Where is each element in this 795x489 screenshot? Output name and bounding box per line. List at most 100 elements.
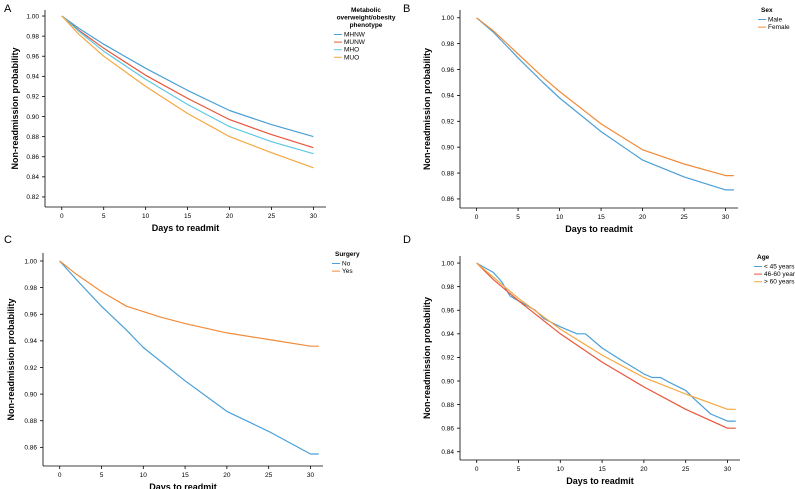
y-tick-label: 0.90 (26, 114, 39, 121)
x-tick-label: 0 (58, 472, 62, 479)
x-tick-label: 0 (60, 213, 64, 220)
y-tick-label: 0.96 (441, 308, 454, 315)
y-tick-label: 0.88 (441, 170, 454, 177)
x-tick-label: 20 (640, 466, 648, 473)
panel-d: D 0 5 10 15 20 25 30 0.84 0.86 0.88 0.90 0.92 0.94 0.9… (403, 234, 795, 486)
y-tick-label: 0.84 (441, 449, 454, 456)
legend-label: MUNW (344, 39, 366, 46)
y-tick-label: 1.00 (24, 258, 37, 265)
legend-title: overweight/obesity (337, 15, 396, 22)
x-tick-label: 15 (597, 214, 605, 221)
y-tick-label: 0.96 (24, 312, 37, 319)
y-tick-label: 0.96 (26, 54, 39, 61)
x-tick-label: 10 (557, 466, 565, 473)
panel-letter: D (403, 234, 411, 246)
y-tick-label: 1.00 (26, 13, 39, 20)
y-tick-label: 0.82 (26, 194, 39, 201)
y-tick-label: 0.98 (441, 284, 454, 291)
series-line-female (476, 17, 734, 177)
y-tick-label: 0.90 (24, 391, 37, 398)
y-tick-label: 0.94 (441, 93, 454, 100)
x-tick-label: 30 (722, 214, 730, 221)
panel-letter: A (4, 3, 12, 15)
legend-label: Male (768, 17, 782, 24)
x-tick-label: 15 (184, 213, 192, 220)
y-axis-label: Non-readmission probability (10, 47, 20, 169)
legend-label: < 45 years (764, 264, 795, 271)
y-tick-label: 1.00 (441, 15, 454, 22)
y-axis-label: Non-readmission probability (422, 48, 432, 170)
x-tick-label: 5 (100, 472, 104, 479)
x-tick-label: 5 (102, 213, 106, 220)
x-tick-label: 5 (517, 466, 521, 473)
y-tick-label: 0.86 (441, 196, 454, 203)
y-tick-label: 0.84 (26, 174, 39, 181)
legend-title: Surgery (335, 251, 360, 258)
series-line-no (59, 260, 319, 455)
legend-label: MUO (344, 54, 359, 61)
x-axis-label: Days to readmit (565, 224, 633, 234)
y-tick-label: 0.88 (441, 402, 454, 409)
y-tick-label: 0.88 (26, 134, 39, 141)
y-tick-label: 0.92 (24, 365, 37, 372)
series-line-mhnw (61, 15, 314, 138)
y-tick-label: 0.92 (441, 355, 454, 362)
y-tick-label: 0.98 (441, 41, 454, 48)
legend-title: phenotype (350, 22, 383, 29)
legend-label: > 60 years (764, 279, 795, 286)
legend-title: Age (757, 254, 770, 261)
x-tick-label: 25 (265, 472, 273, 479)
y-tick-label: 0.86 (24, 445, 37, 452)
x-tick-label: 0 (475, 214, 479, 221)
x-tick-label: 10 (142, 213, 150, 220)
y-tick-label: 0.90 (441, 144, 454, 151)
y-tick-label: 0.92 (26, 94, 39, 101)
x-tick-label: 5 (516, 214, 520, 221)
series-line-mho (61, 15, 314, 155)
panel-b: B 0 5 10 15 20 25 30 0.86 0.88 0.90 0.92 0.94 0.96 0.9… (403, 3, 790, 234)
panel-a: A 0 5 10 15 20 25 30 0.82 0.84 0.86 0.88 0.90 0.92 0.9… (4, 3, 396, 233)
y-tick-label: 0.86 (441, 425, 454, 432)
x-tick-label: 15 (598, 466, 606, 473)
x-tick-label: 25 (680, 214, 688, 221)
y-tick-label: 0.98 (26, 33, 39, 40)
x-tick-label: 25 (682, 466, 690, 473)
x-tick-label: 0 (475, 466, 479, 473)
x-axis-label: Days to readmit (149, 482, 217, 489)
x-axis-label: Days to readmit (152, 223, 220, 233)
x-tick-label: 30 (307, 472, 315, 479)
x-tick-label: 25 (268, 213, 276, 220)
x-tick-label: 10 (140, 472, 148, 479)
legend-label: Yes (342, 268, 353, 275)
x-tick-label: 15 (181, 472, 189, 479)
y-tick-label: 0.86 (26, 154, 39, 161)
series-line-yes (59, 260, 319, 347)
legend-label: MHO (344, 47, 359, 54)
panel-letter: C (4, 234, 12, 246)
y-tick-label: 0.94 (26, 74, 39, 81)
y-tick-label: 0.94 (24, 338, 37, 345)
y-tick-label: 0.92 (441, 119, 454, 126)
series-line--45-years (476, 262, 736, 422)
series-line-muo (61, 15, 314, 169)
series-line-46-60-years (476, 262, 736, 429)
series-line-male (476, 17, 734, 191)
x-tick-label: 30 (310, 213, 318, 220)
x-tick-label: 20 (639, 214, 647, 221)
y-tick-label: 1.00 (441, 260, 454, 267)
legend-label: No (342, 261, 351, 268)
x-tick-label: 10 (556, 214, 564, 221)
x-tick-label: 20 (223, 472, 231, 479)
y-tick-label: 0.88 (24, 418, 37, 425)
series-line-munw (61, 15, 314, 149)
x-tick-label: 30 (724, 466, 732, 473)
series-line--60-years (476, 262, 736, 410)
legend-title: Sex (761, 7, 773, 14)
y-axis-label: Non-readmission probability (422, 297, 432, 419)
y-tick-label: 0.96 (441, 67, 454, 74)
y-tick-label: 0.90 (441, 378, 454, 385)
y-tick-label: 0.98 (24, 285, 37, 292)
